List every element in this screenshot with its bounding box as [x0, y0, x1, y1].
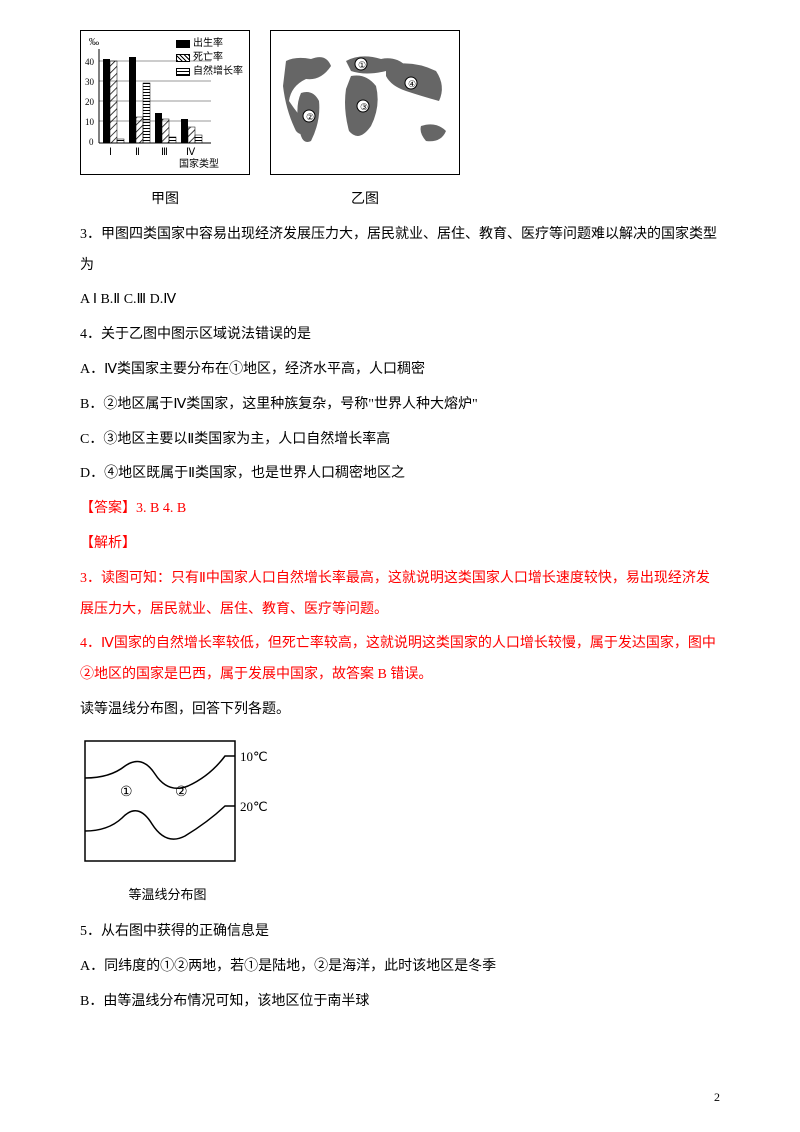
bar-II-growth	[143, 83, 150, 143]
q4-opt-d: D．④地区既属于Ⅱ类国家，也是世界人口稠密地区之	[80, 459, 720, 490]
iso-label-10c: 10℃	[240, 749, 268, 764]
q4-opt-a: A．Ⅳ类国家主要分布在①地区，经济水平高，人口稠密	[80, 355, 720, 386]
iso-point-1: ①	[120, 785, 133, 800]
isotherm-diagram: 10℃ 20℃ ① ②	[80, 736, 255, 876]
bar-IV-death	[188, 127, 195, 143]
iso-point-2: ②	[175, 785, 188, 800]
iso-intro: 读等温线分布图，回答下列各题。	[80, 695, 720, 726]
figure-captions: 甲图 乙图	[80, 185, 720, 216]
legend-death-label: 死亡率	[193, 51, 223, 64]
marker-4-label: ④	[408, 79, 416, 89]
marker-3-label: ③	[360, 102, 368, 112]
world-map-svg: ① ② ③ ④	[271, 31, 461, 176]
q4-opt-c: C．③地区主要以Ⅱ类国家为主，人口自然增长率高	[80, 425, 720, 456]
analysis-3: 3．读图可知：只有Ⅱ中国家人口自然增长率最高，这就说明这类国家人口增长速度较快，…	[80, 564, 720, 626]
figure-row: ‰ 40 30 20 10 0	[80, 30, 720, 175]
iso-label-20c: 20℃	[240, 799, 268, 814]
q4-opt-b: B．②地区属于Ⅳ类国家，这里种族复杂，号称"世界人种大熔炉"	[80, 390, 720, 421]
q4-stem: 4．关于乙图中图示区域说法错误的是	[80, 320, 720, 351]
bar-III-birth	[155, 113, 162, 143]
bar-II-death	[136, 117, 143, 143]
q5-opt-b: B．由等温线分布情况可知，该地区位于南半球	[80, 987, 720, 1018]
legend-death: 死亡率	[176, 51, 243, 64]
ytick-10: 10	[85, 117, 95, 127]
page-number: 2	[714, 1084, 720, 1110]
legend-growth-label: 自然增长率	[193, 65, 243, 78]
ytick-20: 20	[85, 97, 95, 107]
q5-stem: 5．从右图中获得的正确信息是	[80, 917, 720, 948]
xcat-II: Ⅱ	[135, 147, 140, 158]
iso-caption: 等温线分布图	[80, 881, 255, 910]
xcat-III: Ⅲ	[161, 147, 168, 158]
marker-1-label: ①	[358, 60, 366, 70]
xcat-I: Ⅰ	[109, 147, 112, 158]
bar-III-death	[162, 119, 169, 143]
isotherm-svg: 10℃ 20℃ ① ②	[80, 736, 275, 876]
bar-I-birth	[103, 59, 110, 143]
bar-IV-birth	[181, 119, 188, 143]
chart-jia: ‰ 40 30 20 10 0	[80, 30, 250, 175]
chart-legend: 出生率 死亡率 自然增长率	[176, 37, 243, 79]
q3-options: A Ⅰ B.Ⅱ C.Ⅲ D.Ⅳ	[80, 285, 720, 316]
bar-II-birth	[129, 57, 136, 143]
answer-3-4: 【答案】3. B 4. B	[80, 494, 720, 525]
caption-yi: 乙图	[270, 185, 460, 216]
bar-I-growth	[117, 139, 124, 143]
q5-opt-a: A．同纬度的①②两地，若①是陆地，②是海洋，此时该地区是冬季	[80, 952, 720, 983]
map-yi: ① ② ③ ④	[270, 30, 460, 175]
marker-2-label: ②	[306, 112, 314, 122]
legend-birth-label: 出生率	[193, 37, 223, 50]
iso-frame	[85, 741, 235, 861]
legend-growth: 自然增长率	[176, 65, 243, 78]
y-unit: ‰	[89, 37, 99, 48]
ytick-0: 0	[89, 137, 94, 147]
xcat-IV: Ⅳ	[186, 147, 196, 158]
q3-stem: 3．甲图四类国家中容易出现经济发展压力大，居民就业、居住、教育、医疗等问题难以解…	[80, 220, 720, 282]
caption-jia: 甲图	[80, 185, 250, 216]
legend-birth: 出生率	[176, 37, 243, 50]
bar-III-growth	[169, 137, 176, 143]
ytick-40: 40	[85, 57, 95, 67]
analysis-4: 4．Ⅳ国家的自然增长率较低，但死亡率较高，这就说明这类国家的人口增长较慢，属于发…	[80, 629, 720, 691]
x-axis-label: 国家类型	[179, 157, 219, 170]
bar-I-death	[110, 61, 117, 143]
bar-IV-growth	[195, 135, 202, 143]
ytick-30: 30	[85, 77, 95, 87]
analysis-label: 【解析】	[80, 529, 720, 560]
continent-australia	[421, 124, 446, 141]
